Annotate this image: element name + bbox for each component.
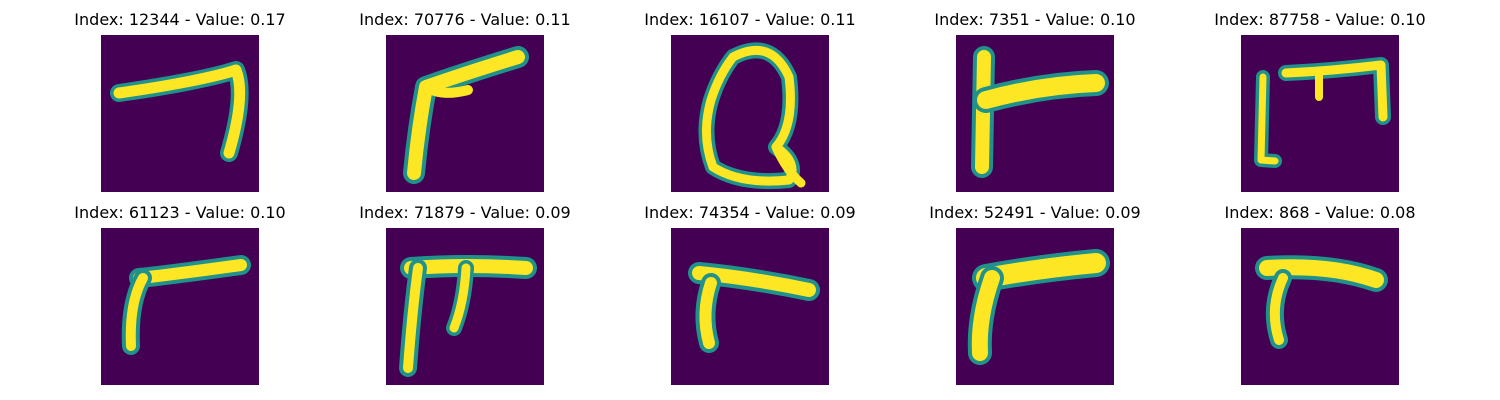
panel-3: Index: 16107 - Value: 0.11	[620, 10, 880, 192]
digit-image	[671, 35, 829, 192]
panel-1: Index: 12344 - Value: 0.17	[50, 10, 310, 192]
panel-8: Index: 74354 - Value: 0.09	[620, 203, 880, 385]
digit-image	[1241, 228, 1399, 385]
panel-9: Index: 52491 - Value: 0.09	[905, 203, 1165, 385]
panel-5: Index: 87758 - Value: 0.10	[1190, 10, 1450, 192]
panel-title: Index: 52491 - Value: 0.09	[929, 203, 1141, 222]
panel-title: Index: 61123 - Value: 0.10	[74, 203, 286, 222]
panel-title: Index: 16107 - Value: 0.11	[644, 10, 856, 29]
panel-7: Index: 71879 - Value: 0.09	[335, 203, 595, 385]
digit-image	[101, 35, 259, 192]
panel-10: Index: 868 - Value: 0.08	[1190, 203, 1450, 385]
digit-image	[386, 35, 544, 192]
digit-image	[101, 228, 259, 385]
panel-6: Index: 61123 - Value: 0.10	[50, 203, 310, 385]
panel-title: Index: 87758 - Value: 0.10	[1214, 10, 1426, 29]
panel-title: Index: 70776 - Value: 0.11	[359, 10, 571, 29]
digit-image	[956, 35, 1114, 192]
panel-title: Index: 7351 - Value: 0.10	[934, 10, 1136, 29]
digit-image	[956, 228, 1114, 385]
digit-image	[1241, 35, 1399, 192]
panel-title: Index: 868 - Value: 0.08	[1224, 203, 1416, 222]
panel-title: Index: 71879 - Value: 0.09	[359, 203, 571, 222]
panel-2: Index: 70776 - Value: 0.11	[335, 10, 595, 192]
panel-title: Index: 74354 - Value: 0.09	[644, 203, 856, 222]
panel-title: Index: 12344 - Value: 0.17	[74, 10, 286, 29]
digit-image	[386, 228, 544, 385]
panel-4: Index: 7351 - Value: 0.10	[905, 10, 1165, 192]
digit-image	[671, 228, 829, 385]
